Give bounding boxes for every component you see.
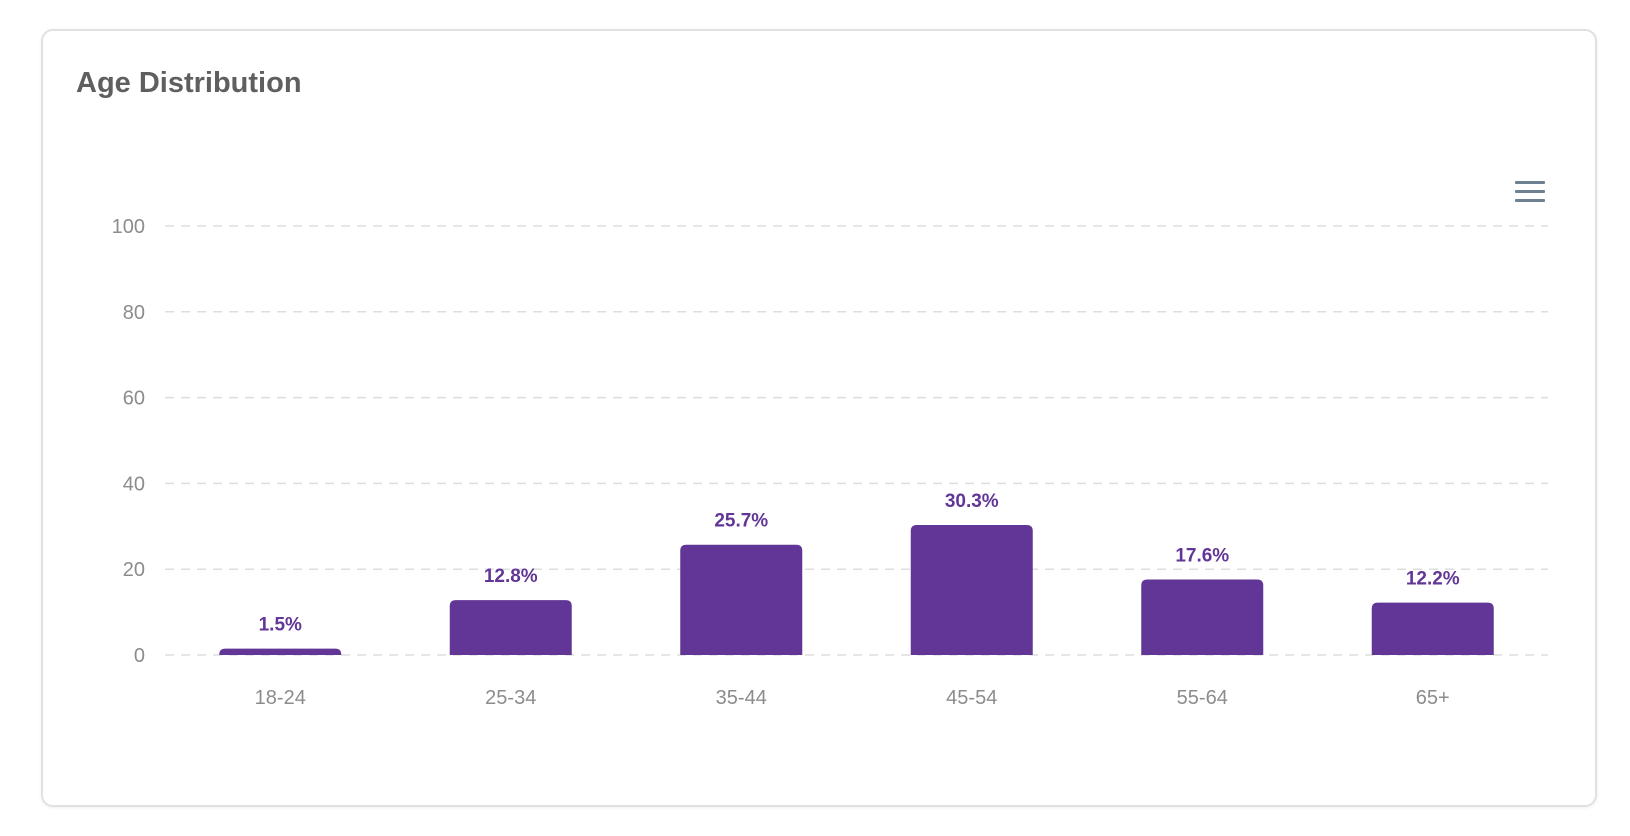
x-tick-label: 35-44 bbox=[716, 687, 767, 709]
data-label: 12.8% bbox=[484, 566, 538, 587]
x-tick-label: 18-24 bbox=[255, 687, 306, 709]
data-label: 17.6% bbox=[1175, 545, 1229, 566]
data-label: 25.7% bbox=[714, 511, 768, 532]
chart-card: Age Distribution bbox=[41, 29, 1597, 807]
y-tick-label: 100 bbox=[112, 216, 145, 238]
y-tick-label: 80 bbox=[123, 302, 145, 324]
y-tick-label: 20 bbox=[123, 559, 145, 581]
bar-35-44[interactable] bbox=[680, 544, 803, 655]
menu-line bbox=[1515, 181, 1545, 184]
bar-55-64[interactable] bbox=[1141, 579, 1264, 655]
data-label: 12.2% bbox=[1406, 569, 1460, 590]
bars bbox=[219, 525, 1494, 655]
x-axis-ticks: 18-24 25-34 35-44 45-54 55-64 65+ bbox=[255, 687, 1450, 709]
grid-lines bbox=[165, 225, 1548, 656]
x-tick-label: 45-54 bbox=[946, 687, 997, 709]
data-label: 30.3% bbox=[945, 491, 999, 512]
data-labels: 1.5% 12.8% 25.7% 30.3% 17.6% 12.2% bbox=[259, 491, 1460, 636]
hamburger-menu-icon[interactable] bbox=[1513, 180, 1547, 206]
data-label: 1.5% bbox=[259, 615, 302, 636]
chart-title: Age Distribution bbox=[76, 67, 302, 99]
y-tick-label: 60 bbox=[123, 388, 145, 410]
menu-line bbox=[1515, 190, 1545, 193]
y-axis-ticks: 0 20 40 60 80 100 bbox=[112, 216, 145, 667]
x-tick-label: 65+ bbox=[1416, 687, 1450, 709]
bar-45-54[interactable] bbox=[910, 525, 1033, 655]
bar-65+[interactable] bbox=[1371, 602, 1494, 655]
x-tick-label: 55-64 bbox=[1177, 687, 1228, 709]
menu-line bbox=[1515, 199, 1545, 202]
bar-25-34[interactable] bbox=[449, 600, 572, 655]
bar-18-24[interactable] bbox=[219, 648, 342, 655]
y-tick-label: 40 bbox=[123, 473, 145, 495]
y-tick-label: 0 bbox=[134, 645, 145, 667]
x-tick-label: 25-34 bbox=[485, 687, 536, 709]
